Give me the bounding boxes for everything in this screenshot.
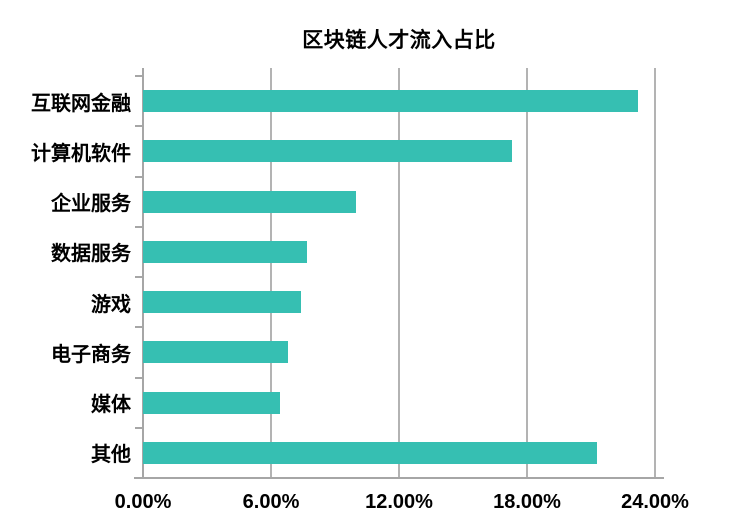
chart-row: 电子商务 xyxy=(0,327,656,377)
bar-track xyxy=(143,240,655,263)
category-label: 游戏 xyxy=(91,293,131,316)
bar-track xyxy=(143,140,655,163)
y-axis-tick xyxy=(135,426,143,429)
y-axis-line xyxy=(142,68,144,478)
x-tick-label: 0.00% xyxy=(114,491,172,513)
chart-title: 区块链人才流入占比 xyxy=(302,29,496,52)
bar xyxy=(143,391,280,414)
bar xyxy=(143,140,513,163)
y-axis-tick xyxy=(135,376,143,379)
x-tick-label: 18.00% xyxy=(493,491,561,513)
gridline xyxy=(270,68,272,478)
chart-row: 其他 xyxy=(0,428,656,478)
x-axis-labels: 0.00% 6.00% 12.00% 18.00% 24.00% xyxy=(115,491,689,517)
category-label: 数据服务 xyxy=(51,243,131,266)
category-label: 电子商务 xyxy=(51,343,131,366)
plot-rows: 互联网金融计算机软件企业服务数据服务游戏电子商务媒体其他 xyxy=(0,76,656,478)
bar-track xyxy=(143,391,655,414)
gridline xyxy=(654,68,656,478)
gridline xyxy=(526,68,528,478)
chart-row: 企业服务 xyxy=(0,177,656,227)
x-tick-label: 6.00% xyxy=(242,491,300,513)
category-label: 企业服务 xyxy=(51,193,131,216)
category-label: 计算机软件 xyxy=(31,142,131,165)
category-label: 媒体 xyxy=(91,394,131,417)
bar-track xyxy=(143,190,655,213)
chart-row: 媒体 xyxy=(0,378,656,428)
x-axis-line xyxy=(134,477,664,479)
bar xyxy=(143,441,598,464)
x-tick-label: 12.00% xyxy=(365,491,433,513)
y-axis-tick xyxy=(135,75,143,77)
bar xyxy=(143,190,357,213)
y-axis-tick xyxy=(135,175,143,178)
chart-row: 互联网金融 xyxy=(0,76,656,126)
y-axis-tick xyxy=(135,125,143,128)
bar xyxy=(143,291,301,314)
x-tick-label: 24.00% xyxy=(621,491,689,513)
chart-row: 数据服务 xyxy=(0,227,656,277)
category-label: 其他 xyxy=(91,444,131,467)
bar-track xyxy=(143,90,655,113)
bar-track xyxy=(143,291,655,314)
gridlines xyxy=(143,68,656,478)
bar xyxy=(143,90,638,113)
gridline xyxy=(398,68,400,478)
bar xyxy=(143,341,289,364)
bar xyxy=(143,240,308,263)
y-axis-tick xyxy=(135,326,143,329)
chart-row: 游戏 xyxy=(0,277,656,327)
y-axis-tick xyxy=(135,225,143,228)
y-axis-tick xyxy=(135,276,143,278)
category-label: 互联网金融 xyxy=(31,92,131,115)
chart-row: 计算机软件 xyxy=(0,126,656,176)
bar-track xyxy=(143,341,655,364)
bar-track xyxy=(143,441,655,464)
